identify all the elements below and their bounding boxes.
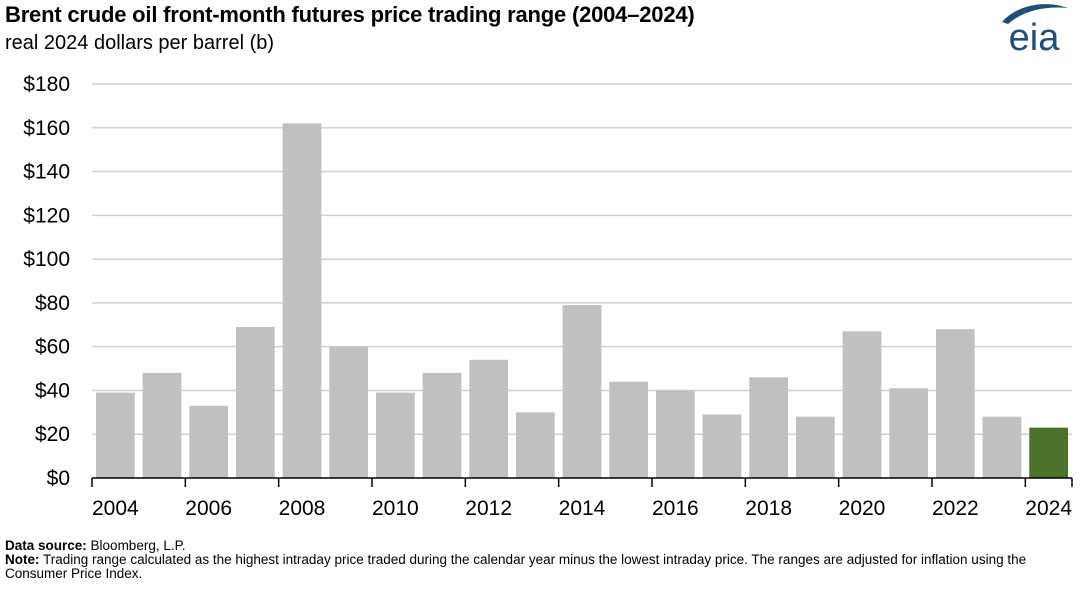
chart-subtitle: real 2024 dollars per barrel (b) bbox=[5, 32, 275, 54]
x-tick-label: 2024 bbox=[1025, 497, 1072, 520]
bar-2015 bbox=[609, 381, 649, 478]
tick-labels: $0 $20 $40 $60 $80 $100 $120 $140 $160 $180 2004 20… bbox=[23, 73, 1072, 520]
y-tick-label: $80 bbox=[35, 292, 70, 315]
bar-2016 bbox=[655, 390, 695, 478]
x-tick-label: 2012 bbox=[465, 497, 512, 520]
bar-chart: $0 $20 $40 $60 $80 $100 $120 $140 $160 $180 2004 20… bbox=[23, 73, 1073, 520]
bars bbox=[95, 123, 1069, 479]
x-tick-label: 2016 bbox=[652, 497, 699, 520]
x-tick-label: 2004 bbox=[92, 497, 139, 520]
bar-2020 bbox=[842, 331, 882, 478]
y-tick-label: $140 bbox=[23, 161, 70, 184]
bar-2010 bbox=[375, 392, 415, 478]
data-source-line: Data source: Bloomberg, L.P. bbox=[5, 539, 1077, 553]
x-tick-label: 2006 bbox=[185, 497, 232, 520]
axes bbox=[91, 477, 1073, 487]
x-tick-label: 2018 bbox=[745, 497, 792, 520]
bar-2007 bbox=[235, 326, 275, 478]
y-tick-label: $160 bbox=[23, 117, 70, 140]
y-tick-label: $20 bbox=[35, 423, 70, 446]
eia-logo-text: eia bbox=[1009, 17, 1061, 56]
x-tick-label: 2014 bbox=[559, 497, 606, 520]
y-tick-label: $0 bbox=[47, 467, 70, 490]
data-source-label: Data source: bbox=[5, 538, 87, 553]
bar-2014 bbox=[562, 305, 602, 478]
chart-title: Brent crude oil front-month futures pric… bbox=[5, 2, 695, 27]
y-tick-label: $180 bbox=[23, 73, 70, 96]
bar-2012 bbox=[469, 359, 509, 478]
y-tick-label: $60 bbox=[35, 336, 70, 359]
bar-2023 bbox=[982, 416, 1022, 478]
chart-footer: Data source: Bloomberg, L.P. Note: Tradi… bbox=[5, 539, 1077, 581]
bar-2008 bbox=[282, 123, 322, 479]
bar-2013 bbox=[515, 412, 555, 478]
eia-logo-swoosh bbox=[1002, 4, 1068, 24]
bar-2017 bbox=[702, 414, 742, 478]
x-tick-label: 2020 bbox=[839, 497, 886, 520]
note-line: Note: Trading range calculated as the hi… bbox=[5, 553, 1077, 581]
bar-2006 bbox=[189, 405, 229, 478]
bar-2022 bbox=[935, 329, 975, 478]
x-tick-label: 2008 bbox=[279, 497, 326, 520]
y-tick-label: $100 bbox=[23, 248, 70, 271]
y-tick-label: $40 bbox=[35, 379, 70, 402]
bar-2021 bbox=[889, 388, 929, 478]
note-text: Trading range calculated as the highest … bbox=[5, 552, 1027, 581]
bar-2018 bbox=[749, 377, 789, 478]
bar-2009 bbox=[329, 346, 369, 478]
y-tick-label: $120 bbox=[23, 204, 70, 227]
bar-2024 bbox=[1029, 427, 1069, 478]
bar-2011 bbox=[422, 372, 462, 478]
bar-2005 bbox=[142, 372, 182, 478]
x-tick-label: 2010 bbox=[372, 497, 419, 520]
bar-2019 bbox=[795, 416, 835, 478]
note-label: Note: bbox=[5, 552, 40, 567]
eia-logo-icon: eia bbox=[1002, 4, 1068, 56]
data-source-text: Bloomberg, L.P. bbox=[90, 538, 186, 553]
bar-2004 bbox=[95, 392, 135, 478]
x-tick-label: 2022 bbox=[932, 497, 979, 520]
